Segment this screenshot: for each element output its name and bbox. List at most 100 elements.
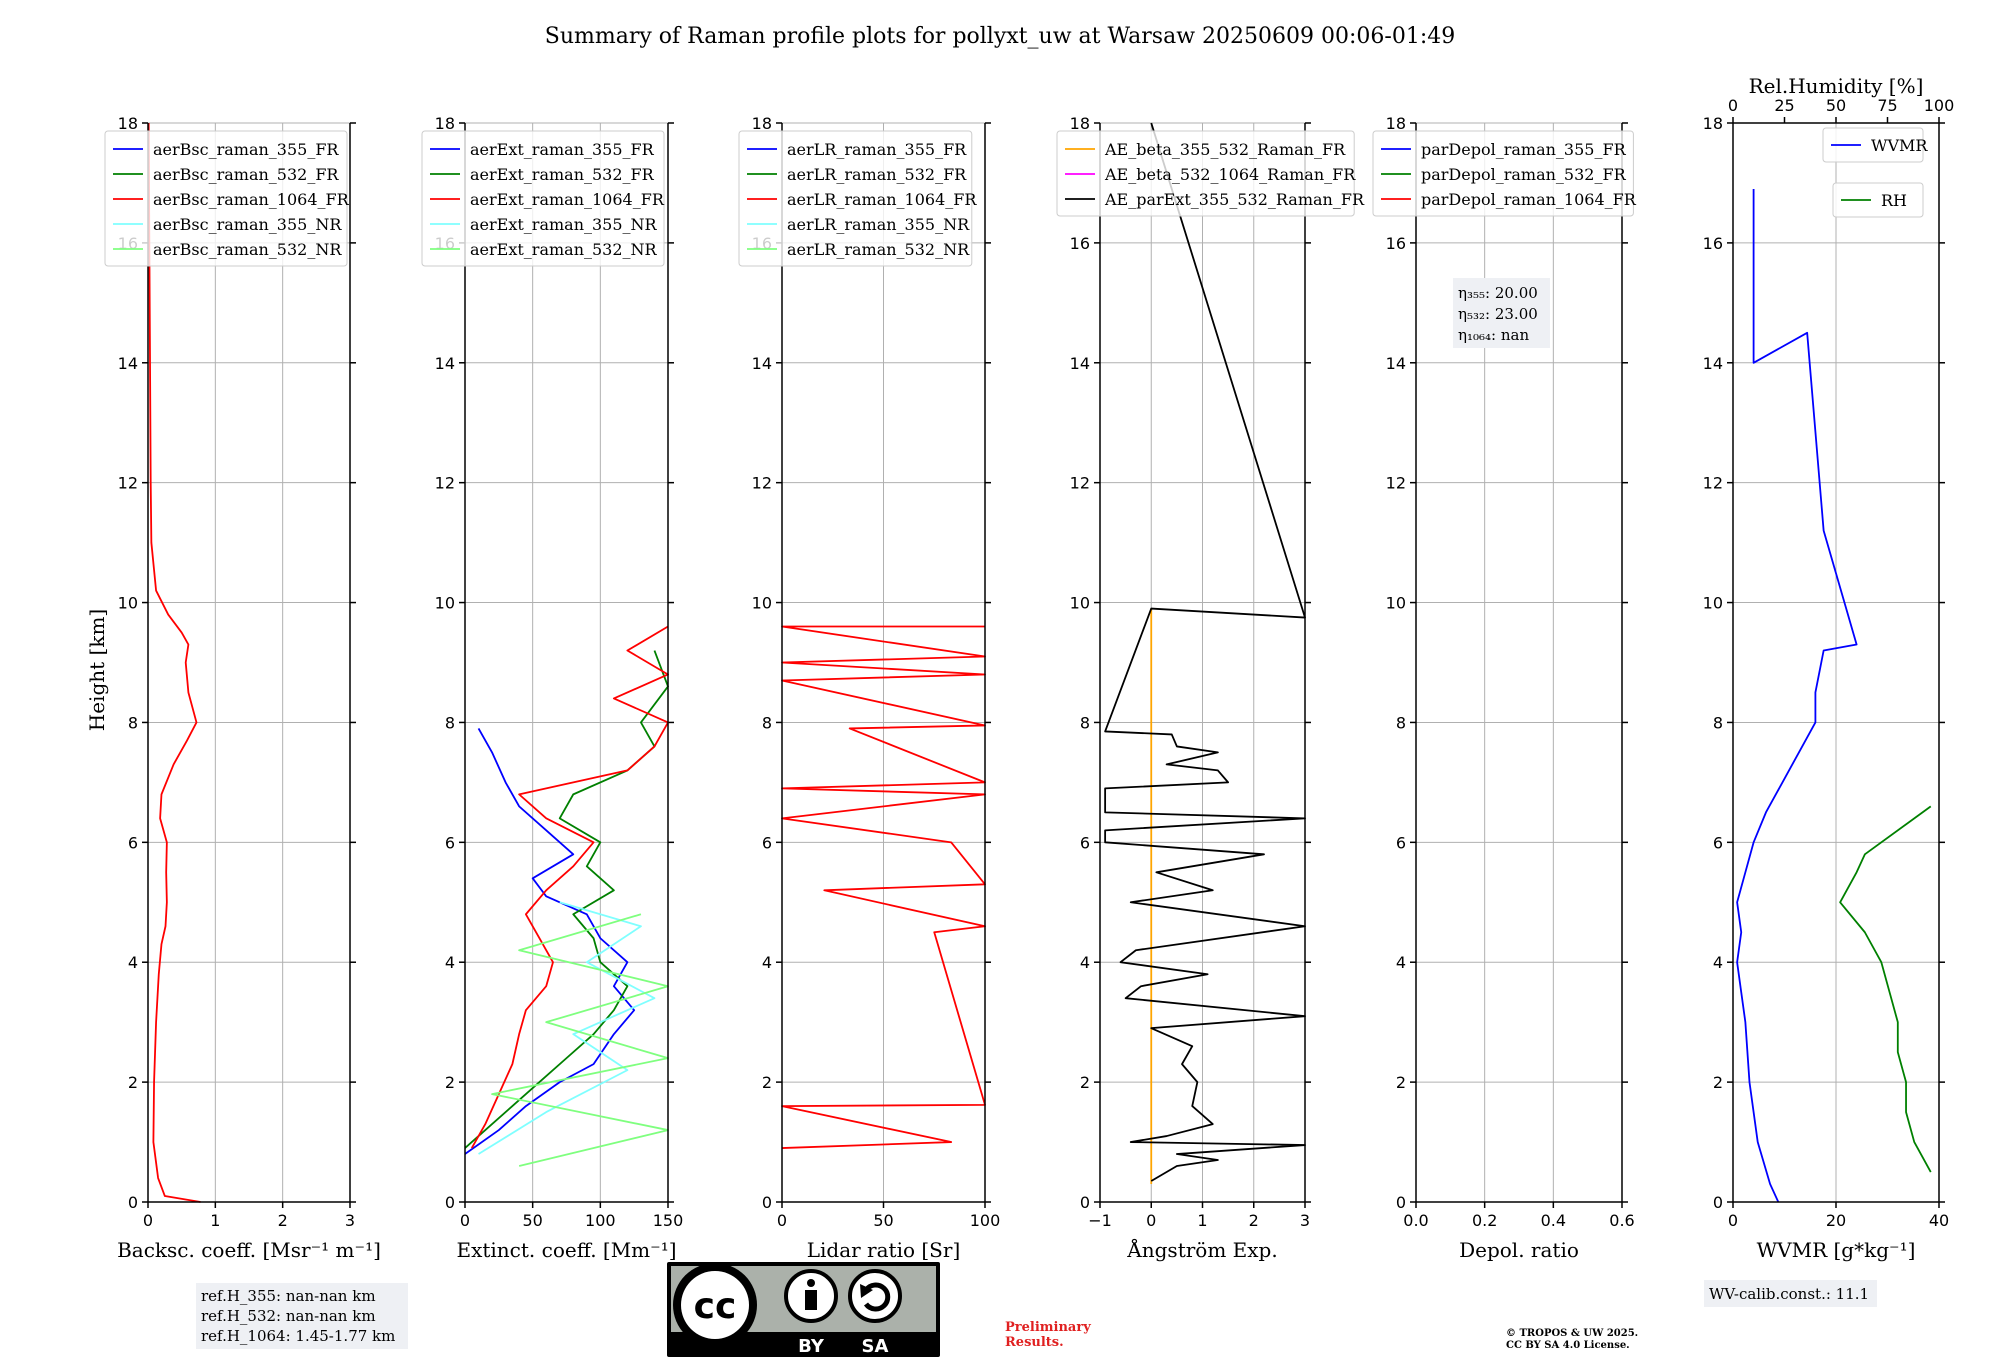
- sa-share-icon: [848, 1269, 902, 1323]
- series-AE_parExt_355_532_Raman_FR: [1104, 122, 1306, 1182]
- legend: parDepol_raman_355_FR parDepol_raman_532_…: [1372, 130, 1637, 217]
- panel-3: 050100024681012141618Lidar ratio [Sr]aer…: [738, 114, 1001, 1262]
- y-tick-label: 8: [1396, 713, 1406, 732]
- legend-box: [1372, 130, 1634, 217]
- legend-entry-label: aerBsc_raman_355_NR: [153, 215, 342, 234]
- top-tick-label: 100: [1924, 96, 1955, 115]
- y-tick-label: 10: [1386, 594, 1406, 613]
- x-tick-label: 0.4: [1541, 1211, 1566, 1230]
- y-tick-label: 4: [1396, 953, 1406, 972]
- x-tick-label: 0: [777, 1211, 787, 1230]
- top-tick-label: 0: [1728, 96, 1738, 115]
- legend-entry-label: aerExt_raman_532_NR: [470, 240, 658, 259]
- y-tick-label: 14: [1070, 354, 1090, 373]
- x-tick-label: 20: [1826, 1211, 1846, 1230]
- legend-WVMR: WVMR: [1822, 127, 1928, 163]
- legend-RH: RH: [1832, 182, 1924, 218]
- eta-box: η₃₅₅: 20.00 η₅₃₂: 23.00 η₁₀₆₄: nan: [1453, 278, 1550, 348]
- y-tick-label: 4: [128, 953, 138, 972]
- legend-entry-label: aerExt_raman_355_NR: [470, 215, 658, 234]
- series-aerExt_raman_355_FR: [464, 727, 636, 1155]
- y-tick-label: 0: [445, 1193, 455, 1212]
- legend-entry-label: aerBsc_raman_355_FR: [153, 140, 339, 159]
- ref-height-box: ref.H_355: nan-nan km ref.H_532: nan-nan…: [196, 1283, 408, 1349]
- y-tick-label: 2: [445, 1073, 455, 1092]
- y-tick-label: 4: [762, 953, 772, 972]
- y-tick-label: 2: [128, 1073, 138, 1092]
- y-tick-label: 6: [445, 833, 455, 852]
- legend-box: [1056, 130, 1355, 217]
- y-tick-label: 10: [752, 594, 772, 613]
- y-axis-label: Height [km]: [85, 609, 109, 731]
- cc-license-badge: cc BY SA: [667, 1262, 940, 1357]
- y-tick-label: 2: [1713, 1073, 1723, 1092]
- copyright-label-1: © TROPOS & UW 2025.: [1506, 1328, 1638, 1339]
- preliminary-label-1: Preliminary: [1005, 1320, 1091, 1335]
- x-tick-label: 0: [143, 1211, 153, 1230]
- y-tick-label: 18: [435, 114, 455, 133]
- y-tick-label: 10: [118, 594, 138, 613]
- y-tick-label: 8: [1713, 713, 1723, 732]
- x-axis-label: WVMR [g*kg⁻¹]: [1757, 1238, 1916, 1262]
- chart-panels: 0123024681012141618Backsc. coeff. [Msr⁻¹…: [104, 74, 1955, 1262]
- y-tick-label: 14: [435, 354, 455, 373]
- legend: AE_beta_355_532_Raman_FR AE_beta_532_1064…: [1056, 130, 1365, 217]
- legend-entry-label: aerBsc_raman_532_NR: [153, 240, 342, 259]
- y-tick-label: 18: [1070, 114, 1090, 133]
- series-aerExt_raman_355_NR: [478, 901, 656, 1155]
- y-tick-label: 12: [1703, 474, 1723, 493]
- legend-entry-label: WVMR: [1871, 136, 1928, 155]
- panel-2: 050100150024681012141618Extinct. coeff. …: [421, 114, 683, 1262]
- y-tick-label: 6: [1080, 833, 1090, 852]
- y-tick-label: 10: [1070, 594, 1090, 613]
- y-tick-label: 0: [128, 1193, 138, 1212]
- y-tick-label: 8: [128, 713, 138, 732]
- y-tick-label: 18: [1386, 114, 1406, 133]
- by-label: BY: [798, 1336, 825, 1357]
- wv-calib-box: WV-calib.const.: 11.1: [1704, 1280, 1877, 1307]
- y-tick-label: 2: [762, 1073, 772, 1092]
- y-tick-label: 0: [1396, 1193, 1406, 1212]
- legend: aerExt_raman_355_FR aerExt_raman_532_FRae…: [421, 130, 665, 267]
- wv-calib-label: WV-calib.const.: 11.1: [1709, 1285, 1869, 1303]
- x-tick-label: 100: [970, 1211, 1001, 1230]
- series-RH: [1839, 805, 1932, 1173]
- eta-355-label: η₃₅₅: 20.00: [1458, 284, 1538, 302]
- y-tick-label: 2: [1396, 1073, 1406, 1092]
- x-tick-label: 50: [873, 1211, 893, 1230]
- x-axis-label: Extinct. coeff. [Mm⁻¹]: [456, 1238, 676, 1262]
- ref-h-355-label: ref.H_355: nan-nan km: [201, 1287, 376, 1305]
- x-tick-label: 2: [1249, 1211, 1259, 1230]
- y-tick-label: 14: [118, 354, 138, 373]
- y-tick-label: 14: [752, 354, 772, 373]
- y-tick-label: 14: [1386, 354, 1406, 373]
- x-tick-label: −1: [1088, 1211, 1112, 1230]
- y-tick-label: 8: [445, 713, 455, 732]
- preliminary-label-2: Results.: [1005, 1335, 1064, 1350]
- y-tick-label: 8: [1080, 713, 1090, 732]
- y-tick-label: 16: [1070, 234, 1090, 253]
- y-tick-label: 0: [762, 1193, 772, 1212]
- panel-5: 0.0 0.2 0.4 0.6 0 2 4 6 8 10 12 14 16 18 Depol. ratio p…: [1372, 114, 1637, 1262]
- y-tick-label: 12: [1386, 474, 1406, 493]
- y-tick-label: 0: [1080, 1193, 1090, 1212]
- top-tick-label: 50: [1826, 96, 1846, 115]
- series-aerExt_raman_532_FR: [464, 650, 669, 1149]
- legend-box: [104, 130, 348, 267]
- legend-entry-label: aerBsc_raman_532_FR: [153, 165, 339, 184]
- y-tick-label: 18: [752, 114, 772, 133]
- y-tick-label: 14: [1703, 354, 1723, 373]
- top-axis-label: Rel.Humidity [%]: [1749, 74, 1924, 98]
- legend-entry-label: aerExt_raman_532_FR: [470, 165, 655, 184]
- legend-entry-label: AE_beta_355_532_Raman_FR: [1104, 140, 1346, 159]
- series-aerBsc_raman_1064_FR: [147, 122, 201, 1203]
- x-axis-label: Lidar ratio [Sr]: [807, 1238, 961, 1262]
- series-aerExt_raman_532_NR: [491, 913, 669, 1167]
- legend-box: [1832, 182, 1924, 218]
- y-tick-label: 6: [128, 833, 138, 852]
- x-tick-label: 0.0: [1403, 1211, 1428, 1230]
- x-tick-label: 0: [1728, 1211, 1738, 1230]
- legend-entry-label: AE_parExt_355_532_Raman_FR: [1104, 190, 1365, 209]
- legend-box: [738, 130, 973, 267]
- x-tick-label: 50: [522, 1211, 542, 1230]
